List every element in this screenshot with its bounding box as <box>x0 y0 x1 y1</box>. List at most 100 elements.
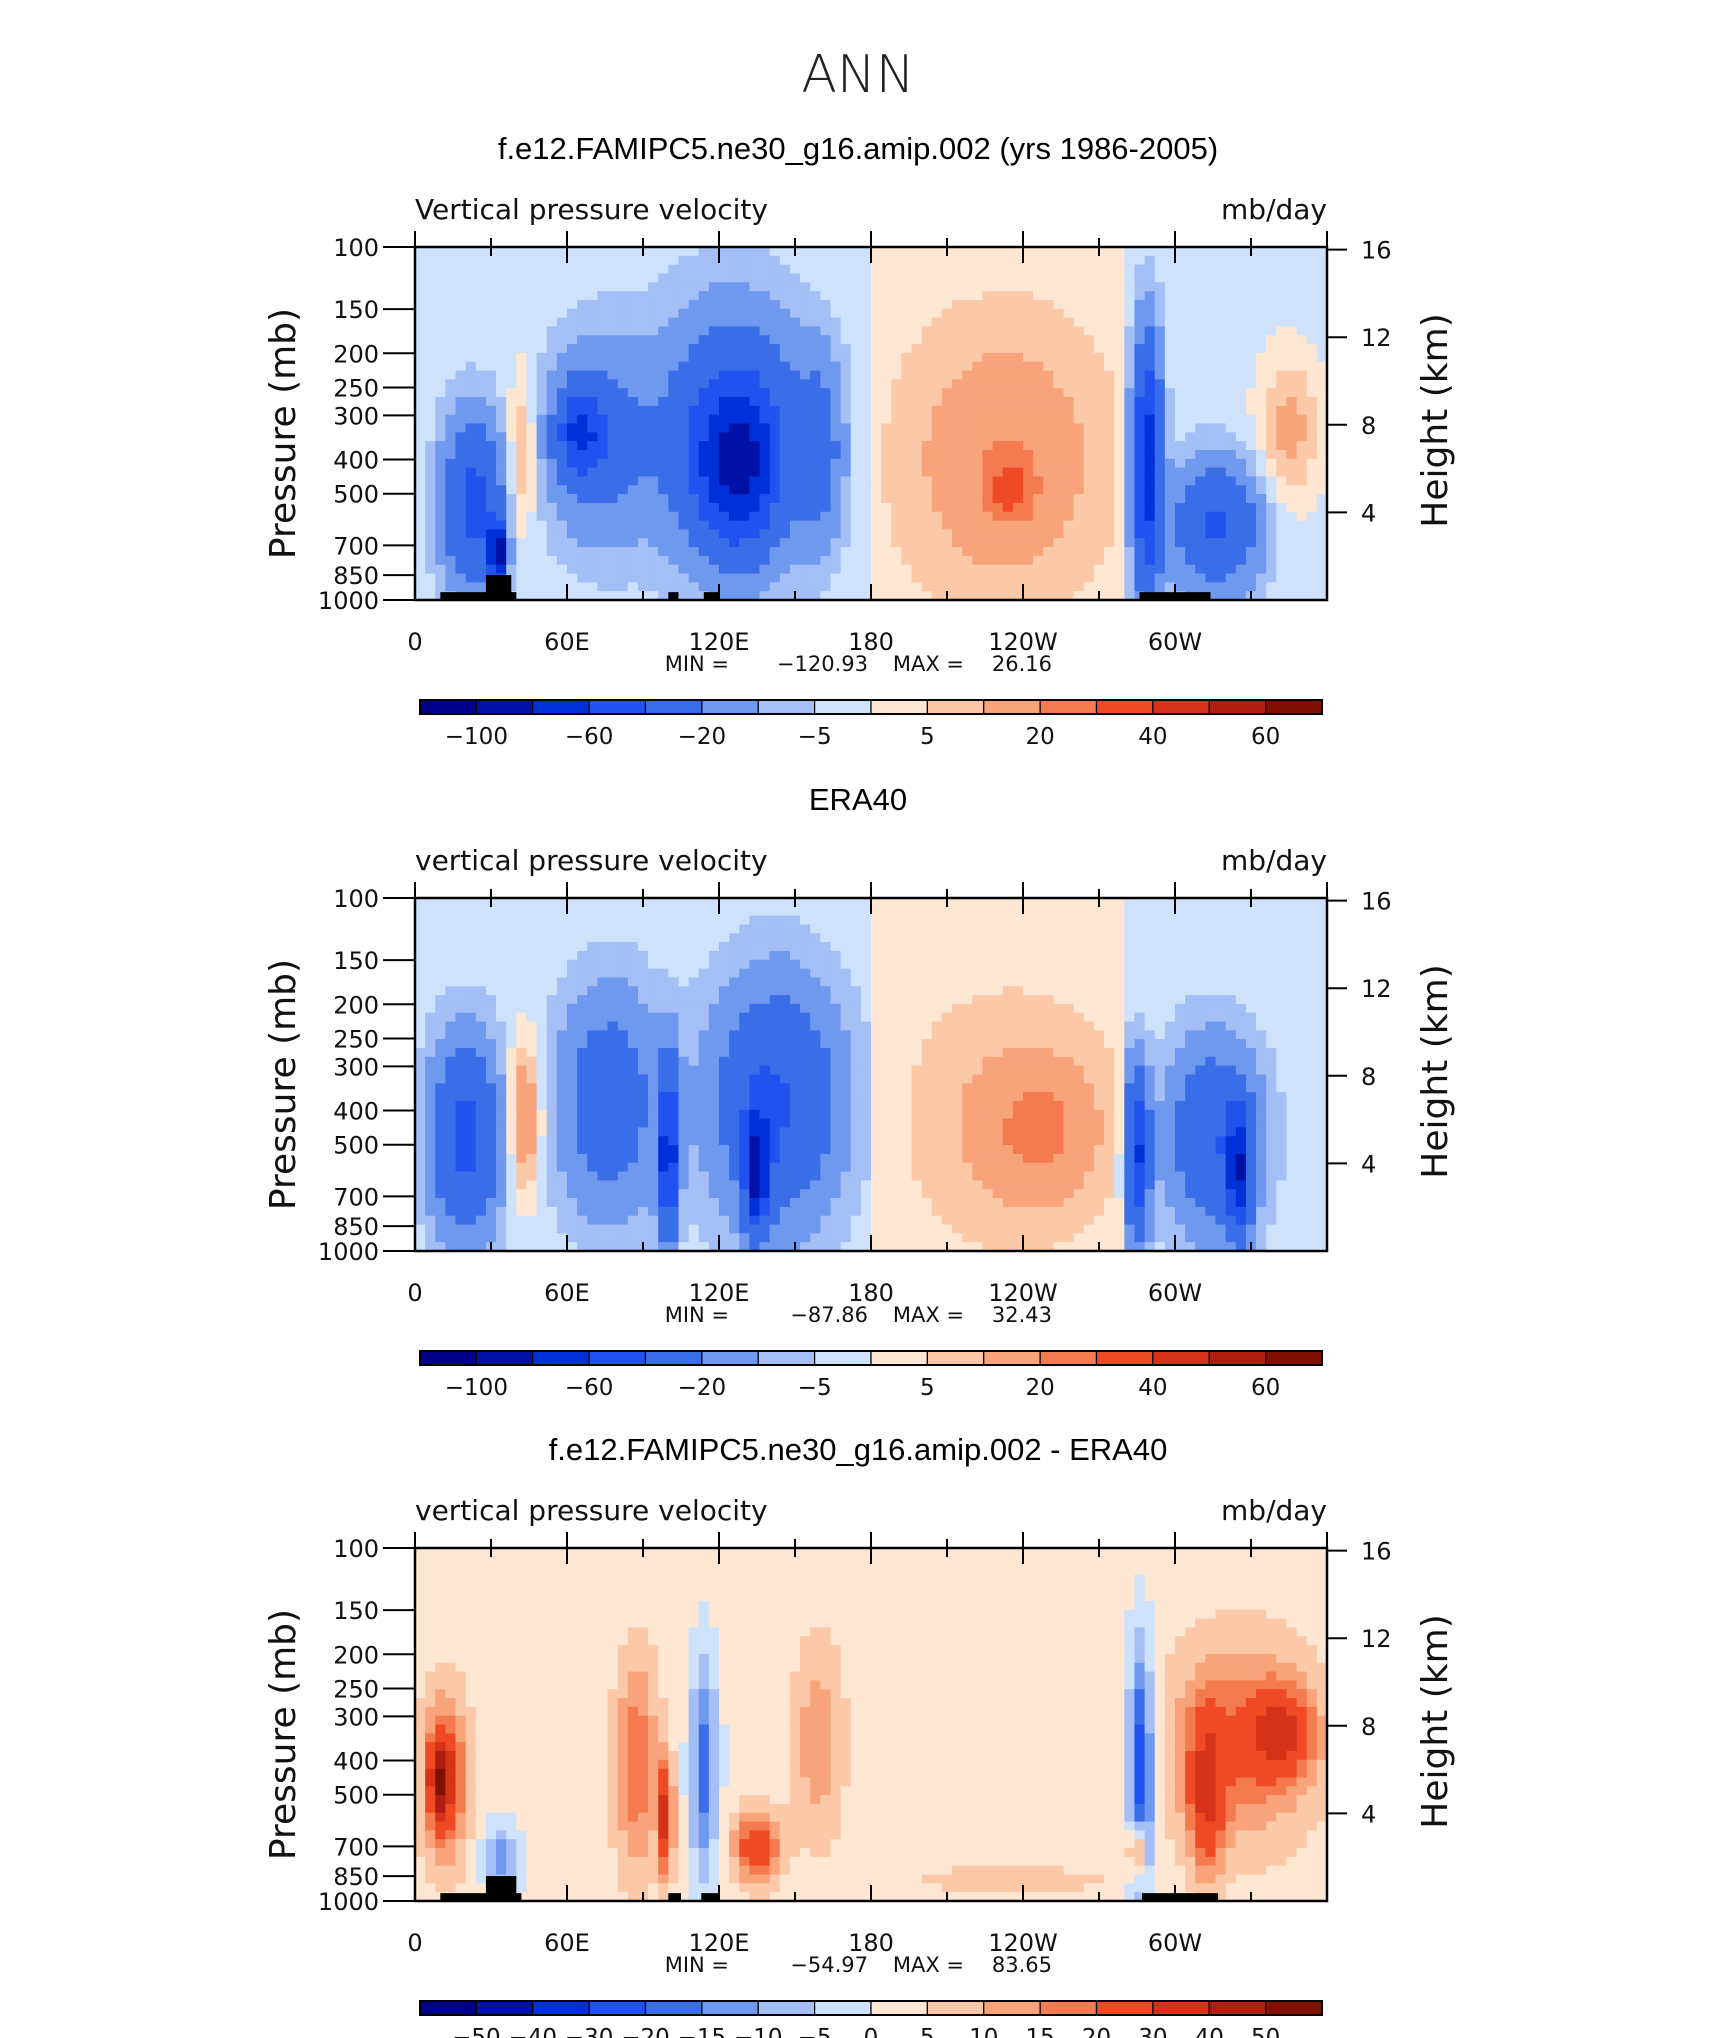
field-cell <box>415 582 426 592</box>
field-cell <box>860 950 872 961</box>
field-cell <box>1053 555 1065 566</box>
field-cell <box>567 344 578 354</box>
field-cell <box>1023 317 1034 328</box>
field-cell <box>1185 352 1196 363</box>
field-cell <box>1154 379 1166 389</box>
field-cell <box>810 344 821 354</box>
field-cell <box>1245 906 1257 917</box>
field-cell <box>526 555 538 566</box>
field-cell <box>1104 352 1115 363</box>
field-cell <box>952 467 963 478</box>
field-cell <box>1245 264 1257 275</box>
field-cell <box>1053 1012 1065 1023</box>
field-cell <box>668 529 680 539</box>
field-cell <box>1316 968 1328 979</box>
field-cell <box>1175 968 1186 979</box>
field-cell <box>962 308 973 319</box>
field-cell <box>526 520 538 531</box>
field-cell <box>1195 405 1206 416</box>
field-cell <box>1083 485 1095 495</box>
field-cell <box>830 986 842 996</box>
field-cell <box>1276 573 1288 583</box>
field-cell <box>1256 255 1267 266</box>
field-cell <box>556 959 568 970</box>
field-cell <box>1276 255 1288 266</box>
field-cell <box>496 397 507 407</box>
field-cell <box>1104 906 1115 917</box>
field-cell <box>1073 582 1085 592</box>
field-cell <box>992 538 1004 548</box>
field-cell <box>931 397 943 407</box>
field-cell <box>769 432 781 442</box>
field-cell <box>1023 299 1034 310</box>
field-cell <box>546 573 558 583</box>
field-cell <box>941 529 953 539</box>
field-cell <box>668 423 680 433</box>
field-cell <box>506 933 517 943</box>
field-cell <box>1245 308 1257 319</box>
field-cell <box>860 906 872 917</box>
units-label: mb/day <box>1221 193 1327 226</box>
field-cell <box>1134 326 1146 336</box>
field-cell <box>1205 564 1217 575</box>
field-cell <box>627 898 639 908</box>
field-cell <box>1306 906 1318 917</box>
field-cell <box>475 414 487 425</box>
field-cell <box>1185 388 1196 398</box>
field-cell <box>415 520 426 531</box>
field-cell <box>475 423 487 433</box>
field-cell <box>708 529 720 539</box>
field-cell <box>445 520 457 531</box>
field-cell <box>607 986 619 996</box>
field-cell <box>891 1003 902 1014</box>
field-cell <box>617 299 629 310</box>
field-cell <box>1276 538 1288 548</box>
field-cell <box>496 924 507 934</box>
field-cell <box>1175 335 1186 345</box>
field-cell <box>1043 591 1054 601</box>
field-cell <box>1124 591 1136 601</box>
field-cell <box>526 370 538 380</box>
field-cell <box>415 995 426 1005</box>
field-cell <box>1002 968 1014 979</box>
field-cell <box>567 458 578 469</box>
field-cell <box>1093 1012 1105 1023</box>
field-cell <box>465 467 477 478</box>
field-cell <box>1063 986 1075 996</box>
field-cell <box>526 247 538 257</box>
field-cell <box>1002 291 1014 301</box>
field-cell <box>1306 273 1318 283</box>
field-cell <box>546 273 558 283</box>
field-cell <box>607 924 619 934</box>
field-cell <box>1215 476 1227 486</box>
field-cell <box>820 379 832 389</box>
field-cell <box>1286 924 1298 934</box>
field-cell <box>1134 370 1146 380</box>
field-cell <box>435 476 446 486</box>
field-cell <box>617 591 629 601</box>
field-cell <box>556 432 568 442</box>
field-cell <box>739 555 750 566</box>
field-cell <box>637 467 649 478</box>
field-cell <box>881 317 892 328</box>
field-cell <box>445 423 457 433</box>
field-cell <box>425 555 436 566</box>
field-cell <box>506 915 517 926</box>
field-cell <box>830 397 842 407</box>
field-cell <box>1012 432 1024 442</box>
field-cell <box>455 986 467 996</box>
field-cell <box>415 502 426 513</box>
field-cell <box>810 898 821 908</box>
field-cell <box>698 933 710 943</box>
field-cell <box>1286 326 1298 336</box>
field-cell <box>729 370 740 380</box>
field-cell <box>445 1003 457 1014</box>
field-cell <box>1073 977 1085 987</box>
field-cell <box>698 950 710 961</box>
field-cell <box>607 458 619 469</box>
field-cell <box>992 441 1004 451</box>
field-cell <box>1205 573 1217 583</box>
field-cell <box>637 959 649 970</box>
field-cell <box>1256 485 1267 495</box>
field-cell <box>597 370 609 380</box>
